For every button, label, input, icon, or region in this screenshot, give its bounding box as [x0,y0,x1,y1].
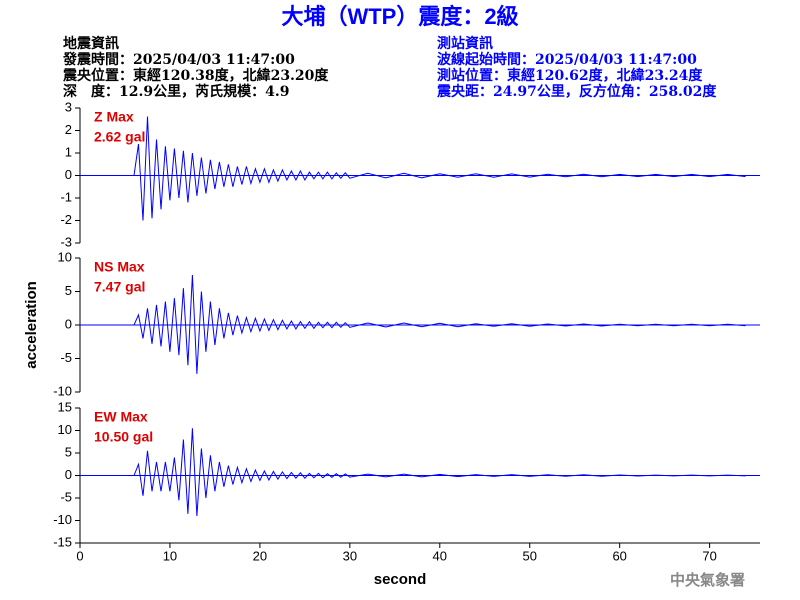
y-axis-label: acceleration [23,281,40,369]
y-tick-label: 0 [65,316,72,331]
info-line: 震央位置：東經120.38度，北緯23.20度 [62,67,329,84]
y-tick-label: 1 [65,144,72,159]
y-tick-label: 10 [58,422,72,437]
info-line: 發震時間：2025/04/03 11:47:00 [62,51,295,68]
annotation: 7.47 gal [94,279,145,295]
y-tick-label: 3 [65,99,72,114]
y-tick-label: 15 [58,399,72,414]
x-tick-label: 40 [433,548,447,563]
x-tick-label: 60 [612,548,626,563]
footer: 中央氣象署 [670,571,745,589]
info-line: 測站位置：東經120.62度，北緯23.24度 [437,67,703,84]
annotation: NS Max [94,259,145,275]
waveform [80,428,746,517]
annotation: EW Max [94,409,148,425]
annotation: 10.50 gal [94,429,153,445]
x-tick-label: 10 [163,548,177,563]
annotation: 2.62 gal [94,129,145,145]
y-tick-label: -15 [53,534,72,549]
y-tick-label: -5 [60,350,72,365]
y-tick-label: 5 [65,283,72,298]
y-tick-label: 10 [58,249,72,264]
title: 大埔（WTP）震度：2級 [281,4,518,29]
x-tick-label: 50 [523,548,537,563]
y-tick-label: 0 [65,467,72,482]
y-tick-label: -2 [60,212,72,227]
y-tick-label: 0 [65,167,72,182]
info-line: 深 度：12.9公里，芮氏規模：4.9 [63,83,289,100]
y-tick-label: -5 [60,489,72,504]
info-line: 震央距：24.97公里，反方位角：258.02度 [436,83,717,100]
x-axis-label: second [374,571,427,588]
info-line: 波線起始時間：2025/04/03 11:47:00 [437,51,697,68]
x-tick-label: 0 [76,548,83,563]
x-tick-label: 20 [253,548,267,563]
x-tick-label: 70 [702,548,716,563]
waveform [80,116,746,221]
waveform [80,274,746,374]
info-line: 地震資訊 [63,35,119,52]
y-tick-label: 2 [65,122,72,137]
y-tick-label: -3 [60,234,72,249]
y-tick-label: 5 [65,444,72,459]
y-tick-label: -10 [53,383,72,398]
annotation: Z Max [94,109,134,125]
x-tick-label: 30 [343,548,357,563]
info-line: 測站資訊 [437,35,493,52]
y-tick-label: -1 [60,189,72,204]
y-tick-label: -10 [53,512,72,527]
